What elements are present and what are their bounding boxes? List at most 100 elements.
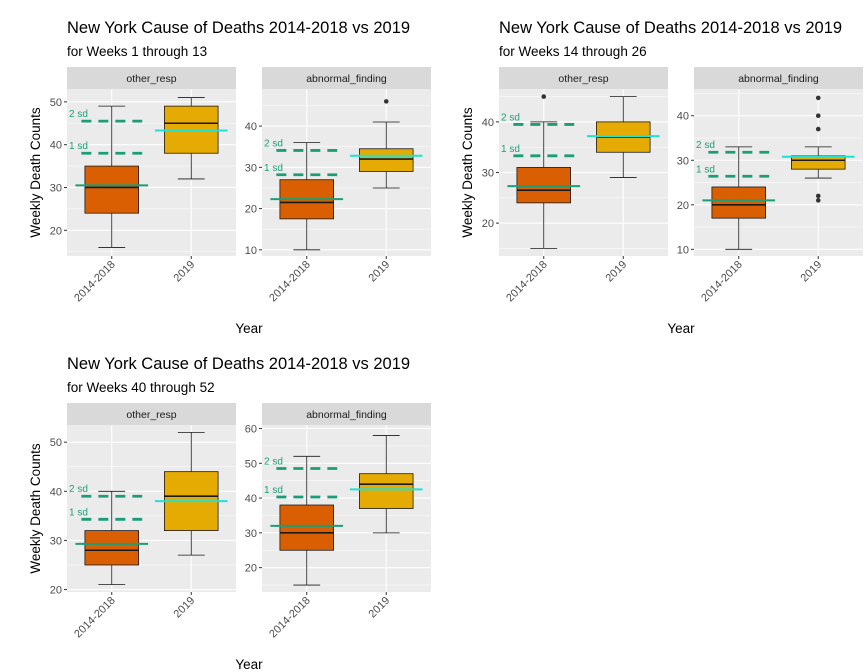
outlier-point xyxy=(815,126,821,132)
y-tick-label: 60 xyxy=(245,423,257,435)
x-tick-label: 2019 xyxy=(367,259,393,285)
sd-label: 1 sd xyxy=(69,507,88,518)
y-tick-label: 20 xyxy=(50,585,62,597)
box-2019 xyxy=(596,96,651,178)
y-tick-label: 50 xyxy=(50,97,62,109)
box-2014-2018 xyxy=(84,490,139,586)
outlier-point xyxy=(815,113,821,119)
sd-label: 2 sd xyxy=(696,140,715,151)
x-tick-label: 2014-2018 xyxy=(699,259,745,305)
y-tick-label: 10 xyxy=(677,244,689,256)
y-tick-label: 20 xyxy=(50,225,62,237)
chart-title: New York Cause of Deaths 2014-2018 vs 20… xyxy=(499,19,842,37)
y-tick-label: 10 xyxy=(245,245,257,257)
box-iqr xyxy=(359,473,414,509)
panel-background xyxy=(262,89,431,256)
sd-label: 2 sd xyxy=(69,109,88,120)
facet-abnormal_finding: abnormal_finding 10 20 30 40 1 sd 2 sd 2014-201… xyxy=(677,67,863,304)
outlier-point xyxy=(815,198,821,203)
box-2014-2018 xyxy=(711,146,766,250)
sd-label: 1 sd xyxy=(501,144,520,155)
facet-strip xyxy=(499,67,668,89)
chart-title: New York Cause of Deaths 2014-2018 vs 20… xyxy=(67,19,410,37)
box-iqr xyxy=(516,167,571,204)
chart-2: New York Cause of Deaths 2014-2018 vs 20… xyxy=(460,19,863,336)
x-axis-label: Year xyxy=(235,657,263,672)
x-axis-label: Year xyxy=(667,321,695,336)
facet-abnormal_finding: abnormal_finding 20 30 40 50 60 1 sd 2 sd 2014-2… xyxy=(245,403,431,640)
outlier-point xyxy=(383,99,389,104)
box-iqr xyxy=(711,186,766,219)
sd-label: 2 sd xyxy=(501,112,520,123)
y-tick-label: 40 xyxy=(50,486,62,498)
box-2014-2018 xyxy=(279,455,334,586)
x-tick-label: 2014-2018 xyxy=(504,259,550,305)
y-tick-label: 40 xyxy=(245,121,257,133)
facet-strip-label: abnormal_finding xyxy=(306,73,387,85)
y-tick-label: 30 xyxy=(50,182,62,194)
y-tick-label: 30 xyxy=(245,528,257,540)
facet-strip xyxy=(262,67,431,89)
chart-title: New York Cause of Deaths 2014-2018 vs 20… xyxy=(67,355,410,373)
outlier-point xyxy=(541,94,547,99)
sd-label: 2 sd xyxy=(264,456,283,467)
facet-strip-label: other_resp xyxy=(126,73,176,85)
box-iqr xyxy=(359,148,414,172)
y-axis-label: Weekly Death Counts xyxy=(460,107,475,238)
box-2019 xyxy=(359,99,414,189)
facet-other_resp: other_resp 20 30 40 50 1 sd 2 sd 2014-2018 2019 xyxy=(50,403,236,640)
chart-3: New York Cause of Deaths 2014-2018 vs 20… xyxy=(28,355,431,672)
box-iqr xyxy=(279,504,334,551)
facet-other_resp: other_resp 20 30 40 50 1 sd 2 sd 2014-2018 2019 xyxy=(50,67,236,304)
outlier-point xyxy=(815,193,821,199)
box-2014-2018 xyxy=(84,105,139,248)
y-tick-label: 40 xyxy=(482,117,494,129)
facet-strip-label: abnormal_finding xyxy=(306,409,387,421)
box-iqr xyxy=(84,165,139,214)
facet-abnormal_finding: abnormal_finding 10 20 30 40 1 sd 2 sd 2014-201… xyxy=(245,67,431,304)
x-tick-label: 2019 xyxy=(172,595,198,621)
y-tick-label: 20 xyxy=(245,563,257,575)
x-tick-label: 2019 xyxy=(172,259,198,285)
y-tick-label: 30 xyxy=(677,155,689,167)
y-axis-label: Weekly Death Counts xyxy=(28,107,43,238)
panel-background xyxy=(694,89,863,256)
x-tick-label: 2014-2018 xyxy=(267,259,313,305)
facet-other_resp: other_resp 20 30 40 1 sd 2 sd 2014-2018 2019 xyxy=(482,67,668,304)
chart-1: New York Cause of Deaths 2014-2018 vs 20… xyxy=(28,19,431,336)
y-tick-label: 30 xyxy=(482,168,494,180)
sd-label: 2 sd xyxy=(69,484,88,495)
x-tick-label: 2014-2018 xyxy=(72,259,118,305)
facet-strip xyxy=(67,67,236,89)
chart-subtitle: for Weeks 14 through 26 xyxy=(499,44,647,59)
outlier-point xyxy=(815,95,821,101)
y-tick-label: 20 xyxy=(245,204,257,216)
y-tick-label: 40 xyxy=(245,493,257,505)
box-2014-2018 xyxy=(516,94,571,249)
y-tick-label: 50 xyxy=(245,458,257,470)
x-tick-label: 2014-2018 xyxy=(267,595,313,641)
y-tick-label: 30 xyxy=(50,535,62,547)
facet-strip xyxy=(694,67,863,89)
facet-strip-label: other_resp xyxy=(126,409,176,421)
box-2019 xyxy=(359,435,414,534)
box-iqr xyxy=(791,155,846,170)
x-axis-label: Year xyxy=(235,321,263,336)
sd-label: 1 sd xyxy=(264,485,283,496)
box-iqr xyxy=(84,530,139,566)
y-tick-label: 50 xyxy=(50,437,62,449)
sd-label: 1 sd xyxy=(69,141,88,152)
facet-strip xyxy=(262,403,431,425)
y-axis-label: Weekly Death Counts xyxy=(28,443,43,574)
x-tick-label: 2019 xyxy=(604,259,630,285)
x-tick-label: 2019 xyxy=(799,259,825,285)
y-tick-label: 20 xyxy=(482,218,494,230)
chart-subtitle: for Weeks 40 through 52 xyxy=(67,380,215,395)
y-tick-label: 40 xyxy=(50,140,62,152)
facet-strip-label: other_resp xyxy=(558,73,608,85)
sd-label: 1 sd xyxy=(264,163,283,174)
x-tick-label: 2014-2018 xyxy=(72,595,118,641)
chart-subtitle: for Weeks 1 through 13 xyxy=(67,44,207,59)
x-tick-label: 2019 xyxy=(367,595,393,621)
